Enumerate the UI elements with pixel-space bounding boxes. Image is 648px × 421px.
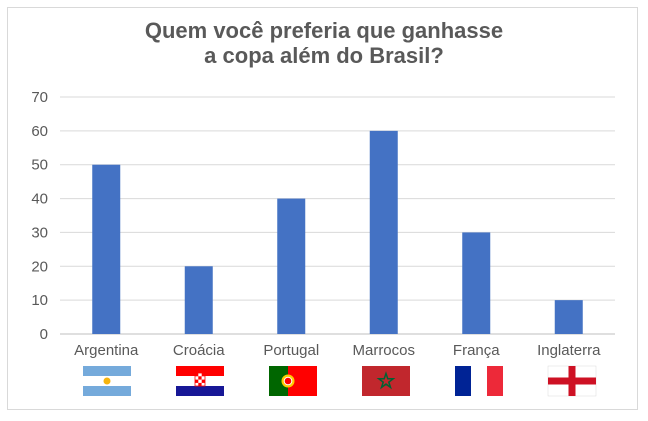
bar-frança [462, 232, 491, 334]
croatia-flag-icon [176, 366, 224, 396]
bar-marrocos [369, 130, 398, 334]
bar-inglaterra [554, 300, 583, 334]
y-tick-label: 30 [31, 224, 48, 241]
england-flag-icon [547, 365, 597, 397]
bar-argentina [92, 164, 121, 334]
x-tick-label: Croácia [173, 342, 225, 359]
chart-title-line-1: Quem você preferia que ganhasse [144, 18, 504, 43]
bar-croácia [184, 266, 213, 334]
y-tick-label: 0 [40, 326, 48, 343]
y-tick-label: 20 [31, 258, 48, 275]
x-tick-label: França [453, 342, 500, 359]
y-tick-label: 70 [31, 89, 48, 106]
y-tick-label: 10 [31, 292, 48, 309]
bar-portugal [277, 198, 306, 334]
morocco-flag-icon [362, 366, 410, 396]
y-tick-label: 40 [31, 191, 48, 208]
x-tick-label: Inglaterra [537, 342, 601, 359]
france-flag-icon [455, 366, 503, 396]
chart-title-line-2: a copa além do Brasil? [204, 43, 444, 68]
y-tick-label: 60 [31, 123, 48, 140]
portugal-flag-icon [269, 366, 317, 396]
argentina-flag-icon [83, 366, 131, 396]
y-tick-label: 50 [31, 157, 48, 174]
x-tick-label: Portugal [263, 342, 319, 359]
x-tick-label: Argentina [74, 342, 139, 359]
x-tick-label: Marrocos [352, 342, 415, 359]
chart-title: Quem você preferia que ganhasse a copa a… [0, 18, 648, 68]
